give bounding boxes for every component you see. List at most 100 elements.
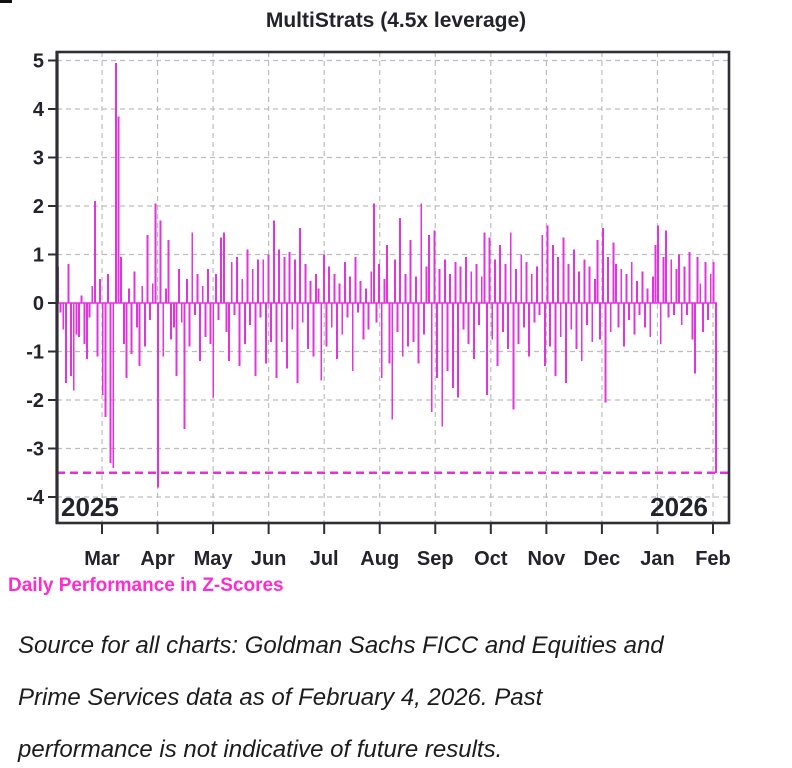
bar — [170, 303, 173, 340]
bar — [354, 256, 357, 303]
y-tick-label: -3 — [26, 439, 44, 461]
bar — [380, 303, 383, 379]
bar — [393, 259, 396, 303]
bar — [128, 288, 131, 303]
bar — [596, 239, 599, 303]
bar — [559, 303, 562, 337]
bar — [578, 271, 581, 303]
bar — [367, 303, 370, 330]
bar — [251, 269, 254, 303]
bar — [704, 261, 707, 303]
bar — [346, 303, 349, 318]
bar — [188, 303, 191, 347]
bar — [238, 303, 241, 367]
bar — [270, 303, 273, 342]
bar — [454, 261, 457, 303]
bar — [401, 303, 404, 357]
bar — [333, 273, 336, 303]
bar — [396, 303, 399, 333]
bar — [151, 283, 154, 303]
source-note-line-3: performance is not indicative of future … — [18, 736, 503, 763]
bar — [136, 303, 138, 328]
bar — [436, 303, 438, 379]
y-tick-label: 1 — [33, 245, 44, 267]
y-tick-label: 3 — [33, 148, 44, 170]
bar — [186, 278, 188, 303]
bar — [283, 256, 286, 303]
bar — [246, 249, 249, 303]
chart-caption: Daily Performance in Z-Scores — [8, 575, 284, 596]
bar — [228, 303, 231, 362]
x-tick-label: Sep — [417, 548, 454, 570]
bar — [417, 303, 420, 364]
bar — [478, 303, 481, 325]
bar — [341, 303, 344, 335]
bar — [154, 203, 157, 303]
bar — [286, 303, 288, 369]
bar — [546, 225, 549, 303]
bar — [493, 259, 496, 303]
x-axis: Mar Apr May Jun Jul Aug Sep Oct Nov Dec Jan Feb — [84, 523, 731, 570]
bar — [88, 303, 91, 318]
x-tick-label: Oct — [474, 548, 508, 570]
bar — [312, 303, 315, 357]
bar — [601, 227, 604, 303]
bar — [322, 254, 325, 303]
bar — [451, 303, 454, 388]
bar — [499, 244, 502, 303]
bar — [575, 303, 578, 350]
x-tick-label: Mar — [84, 548, 120, 570]
bar — [430, 303, 433, 413]
bar — [562, 237, 565, 303]
bar — [467, 303, 470, 345]
bar — [459, 266, 462, 303]
bar — [715, 303, 717, 473]
bar — [391, 303, 394, 420]
bar — [146, 235, 149, 303]
bar — [162, 303, 165, 357]
bar — [643, 303, 646, 328]
bar — [293, 259, 296, 303]
bar — [667, 303, 670, 318]
bar — [378, 264, 381, 303]
source-note: Source for all charts: Goldman Sachs FIC… — [18, 620, 778, 768]
bar — [662, 256, 665, 303]
bar — [291, 303, 294, 330]
bar — [551, 244, 554, 303]
bar — [441, 303, 444, 427]
bar — [420, 203, 423, 303]
bar — [404, 273, 407, 303]
bar — [230, 261, 233, 303]
y-tick-label: -2 — [26, 390, 44, 412]
bar — [204, 303, 207, 337]
y-tick-label: -4 — [26, 487, 45, 509]
bar — [625, 273, 628, 303]
bar — [275, 303, 278, 379]
bar — [209, 303, 212, 345]
bar — [480, 276, 483, 303]
bar — [475, 264, 478, 303]
bar — [512, 303, 515, 410]
x-tick-label: Nov — [527, 548, 566, 570]
bar — [178, 269, 181, 303]
bar — [225, 303, 228, 333]
bar — [538, 303, 541, 316]
bar — [299, 227, 302, 303]
bar — [101, 303, 104, 396]
bar — [257, 259, 259, 303]
bar — [62, 303, 65, 330]
bar — [622, 303, 625, 347]
bar — [488, 237, 491, 303]
bar — [78, 303, 81, 337]
bar — [620, 269, 623, 303]
bar — [530, 273, 533, 303]
bar — [301, 303, 304, 323]
bar — [254, 303, 257, 376]
bar — [164, 288, 167, 303]
bar — [364, 288, 367, 303]
bar — [183, 303, 186, 430]
bar — [325, 303, 328, 347]
bar — [388, 303, 391, 364]
bar — [314, 273, 317, 303]
